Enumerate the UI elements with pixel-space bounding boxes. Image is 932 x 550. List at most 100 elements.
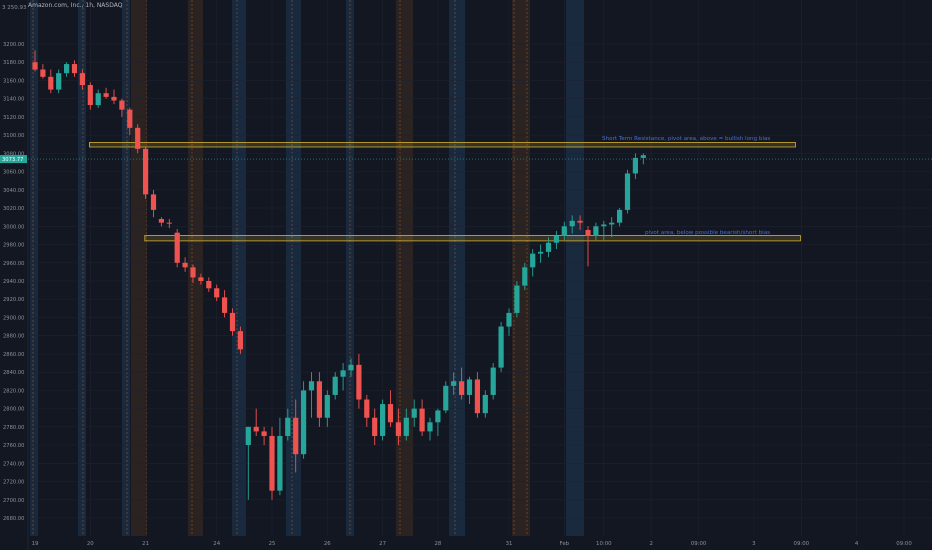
y-tick-label: 2960.00: [3, 261, 24, 267]
candle-body: [490, 367, 496, 395]
y-tick-label: 2900.00: [3, 315, 24, 321]
x-tick-label: 20: [87, 541, 94, 547]
candle-body: [48, 76, 54, 90]
last-price-label: 3073.77: [2, 157, 23, 163]
y-tick-label: 2880.00: [3, 334, 24, 340]
candle-body: [443, 385, 449, 411]
candle-body: [95, 93, 101, 106]
last-price-marker: [0, 155, 27, 164]
session-band: [78, 0, 86, 536]
candle-body: [64, 64, 70, 74]
x-tick-label: 28: [434, 541, 441, 547]
candle-body: [561, 226, 567, 236]
candle-body: [577, 220, 583, 223]
y-tick-label: 3040.00: [3, 188, 24, 194]
candle-body: [316, 381, 322, 418]
candle-body: [411, 408, 417, 418]
annotation-resistance: Short Term Resistance, pivot area, above…: [602, 136, 770, 142]
candle-body: [245, 426, 251, 446]
candle-body: [135, 127, 141, 149]
x-tick-label: 26: [324, 541, 331, 547]
y-tick-label: 3020.00: [3, 206, 24, 212]
candle-body: [190, 267, 196, 278]
x-tick-label: 2: [649, 541, 652, 547]
candle-body: [332, 376, 338, 395]
session-band: [286, 0, 301, 536]
candle-body: [229, 312, 236, 332]
pivot-zone: [144, 235, 801, 242]
candle-body: [624, 173, 631, 210]
y-tick-label: 2800.00: [3, 407, 24, 413]
candle-body: [206, 281, 212, 289]
candle-body: [466, 379, 473, 395]
session-band: [449, 0, 465, 536]
candle-body: [506, 312, 512, 327]
y-tick-label: 2760.00: [3, 443, 24, 449]
y-tick-label: 3060.00: [3, 170, 24, 176]
y-tick-label: 3000.00: [3, 224, 24, 230]
x-tick-label: 25: [269, 541, 276, 547]
candle-body: [569, 220, 575, 227]
y-tick-label: 2780.00: [3, 425, 24, 431]
candle-body: [419, 408, 425, 432]
session-band: [566, 0, 584, 536]
price-axis: [0, 0, 28, 550]
x-tick-label: 27: [379, 541, 386, 547]
candle-body: [348, 364, 354, 371]
x-tick-label: 3: [752, 541, 755, 547]
candle-body: [538, 251, 544, 254]
candle-body: [553, 235, 559, 243]
candle-body: [474, 379, 480, 414]
x-tick-label: 09:00: [896, 541, 912, 547]
y-tick-label: 2720.00: [3, 480, 24, 486]
x-tick-label: Feb: [560, 541, 570, 547]
candle-body: [427, 422, 433, 432]
candle-body: [387, 404, 394, 423]
x-tick-label: 4: [855, 541, 859, 547]
candle-body: [158, 219, 164, 223]
candle-body: [451, 381, 457, 386]
y-tick-label: 2820.00: [3, 388, 24, 394]
candle-body: [293, 417, 299, 455]
annotation-pivot: pivot area, below possible bearish/short…: [645, 230, 770, 236]
y-tick-label: 2980.00: [3, 243, 24, 249]
session-band: [232, 0, 246, 536]
candle-body: [601, 224, 607, 227]
y-tick-label: 2680.00: [3, 516, 24, 522]
candle-body: [435, 410, 441, 423]
candle-body: [640, 155, 646, 158]
y-tick-label: 2860.00: [3, 352, 24, 358]
candle-body: [222, 297, 228, 313]
pivot-zone: [89, 142, 796, 148]
candle-body: [356, 364, 362, 400]
y-tick-label: 2840.00: [3, 370, 24, 376]
y-tick-label: 3180.00: [3, 60, 24, 66]
candle-body: [308, 381, 315, 391]
candle-body: [514, 285, 520, 313]
y-tick-label: 2940.00: [3, 279, 24, 285]
candle-body: [403, 417, 409, 436]
y-tick-label: 2920.00: [3, 297, 24, 303]
x-tick-label: 10:00: [596, 541, 612, 547]
candle-body: [56, 73, 62, 90]
candle-body: [482, 394, 488, 414]
candle-body: [253, 426, 259, 432]
y-tick-label: 3100.00: [3, 133, 24, 139]
x-tick-label: 09:00: [691, 541, 707, 547]
candle-body: [182, 262, 188, 268]
candle-body: [285, 417, 291, 436]
y-tick-label: 3140.00: [3, 97, 24, 103]
top-price-label: 3 250.93: [2, 5, 27, 11]
x-tick-label: 09:00: [794, 541, 810, 547]
session-band: [512, 0, 530, 536]
candle-body: [269, 435, 275, 491]
candle-body: [340, 370, 346, 377]
candle-body: [166, 222, 172, 224]
candle-body: [459, 381, 465, 395]
candle-body: [364, 399, 370, 418]
x-tick-label: 31: [506, 541, 513, 547]
y-tick-label: 2700.00: [3, 498, 24, 504]
candle-body: [111, 96, 117, 101]
